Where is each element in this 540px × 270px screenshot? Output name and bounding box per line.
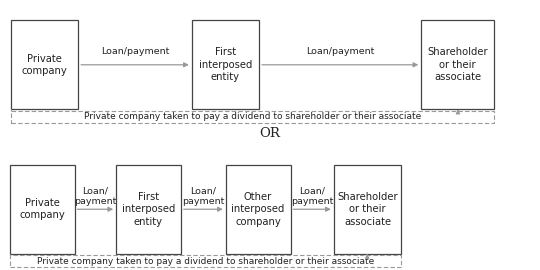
Text: Shareholder
or their
associate: Shareholder or their associate [427,48,488,82]
Text: Private company taken to pay a dividend to shareholder or their associate: Private company taken to pay a dividend … [37,257,374,266]
Text: Private company taken to pay a dividend to shareholder or their associate: Private company taken to pay a dividend … [84,112,421,121]
Bar [226,165,291,254]
Text: Private
company: Private company [19,198,65,220]
Text: First
interposed
entity: First interposed entity [122,192,175,227]
Text: Private
company: Private company [22,54,68,76]
Bar [192,20,259,109]
Text: OR: OR [260,127,280,140]
Bar [11,20,78,109]
Text: Shareholder
or their
associate: Shareholder or their associate [337,192,398,227]
Text: Loan/
payment: Loan/ payment [74,187,117,206]
Text: First
interposed
entity: First interposed entity [199,48,252,82]
Text: Loan/payment: Loan/payment [306,47,374,56]
Text: Loan/
payment: Loan/ payment [291,187,333,206]
Bar [11,111,494,123]
Bar [116,165,181,254]
Text: Other
interposed
company: Other interposed company [232,192,285,227]
Bar [10,165,75,254]
Bar [10,255,401,267]
Bar [421,20,494,109]
Text: Loan/
payment: Loan/ payment [182,187,225,206]
Text: Loan/payment: Loan/payment [101,47,169,56]
Bar [334,165,401,254]
